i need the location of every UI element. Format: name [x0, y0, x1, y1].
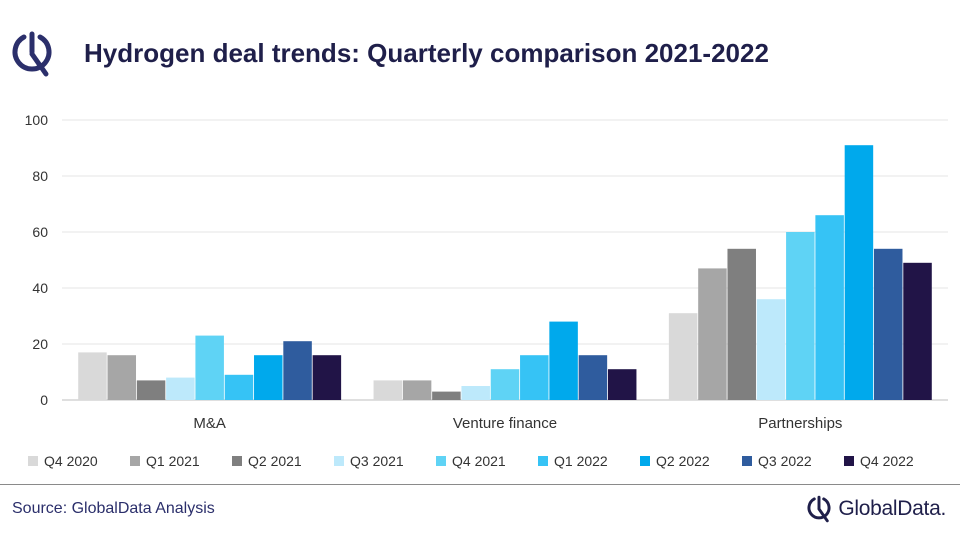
title-row: Hydrogen deal trends: Quarterly comparis…: [0, 0, 960, 100]
bar: [432, 391, 461, 400]
legend-swatch: [640, 456, 650, 466]
legend-swatch: [844, 456, 854, 466]
bar: [461, 386, 490, 400]
legend-swatch: [436, 456, 446, 466]
legend-item: Q2 2022: [640, 451, 710, 471]
legend-swatch: [232, 456, 242, 466]
bar: [107, 355, 137, 400]
legend-item: Q1 2021: [130, 451, 200, 471]
x-category-label: M&A: [193, 415, 226, 432]
legend-label: Q4 2022: [860, 453, 914, 469]
bar: [903, 262, 932, 400]
y-tick-label: 40: [32, 280, 48, 296]
globaldata-logo-icon: [12, 31, 52, 77]
legend-swatch: [130, 456, 140, 466]
bar: [254, 355, 283, 400]
chart-title: Hydrogen deal trends: Quarterly comparis…: [84, 38, 769, 68]
legend-swatch: [742, 456, 752, 466]
y-tick-label: 80: [32, 168, 48, 184]
y-tick-label: 0: [40, 392, 48, 408]
bar: [373, 380, 403, 400]
y-tick-label: 100: [25, 112, 49, 128]
bar: [402, 380, 432, 400]
legend-label: Q2 2021: [248, 453, 302, 469]
bar: [578, 355, 608, 400]
legend-item: Q2 2021: [232, 451, 302, 471]
bar: [786, 232, 815, 400]
legend-item: Q1 2022: [538, 451, 608, 471]
bar: [756, 299, 786, 400]
legend-swatch: [334, 456, 344, 466]
bar: [312, 355, 342, 400]
bar: [166, 377, 195, 400]
bar: [549, 321, 578, 400]
legend-item: Q3 2021: [334, 451, 404, 471]
legend-swatch: [28, 456, 38, 466]
brand: GlobalData.: [806, 492, 946, 526]
brand-name: GlobalData.: [838, 497, 946, 520]
legend-item: Q4 2022: [844, 451, 914, 471]
legend-label: Q1 2021: [146, 453, 200, 469]
chart-legend: Q4 2020 Q1 2021 Q2 2021 Q3 2021 Q4 2021 Q1 20…: [28, 451, 948, 471]
bar: [727, 248, 756, 400]
globaldata-brand-icon: [807, 495, 831, 523]
legend-item: Q3 2022: [742, 451, 812, 471]
bar: [78, 352, 107, 400]
bar-chart: 0 20 40 60 80 100 M&A Venture finance Partnershi…: [25, 112, 948, 432]
bar: [607, 369, 637, 400]
legend-label: Q1 2022: [554, 453, 608, 469]
bar: [520, 355, 549, 400]
x-category-label: Venture finance: [453, 415, 557, 432]
legend-item: Q4 2020: [28, 451, 98, 471]
legend-item: Q4 2021: [436, 451, 506, 471]
footer-divider: [0, 484, 960, 485]
bar: [136, 380, 166, 400]
bar: [815, 215, 844, 400]
bar: [873, 248, 903, 400]
source-note: Source: GlobalData Analysis: [12, 500, 215, 517]
legend-label: Q4 2020: [44, 453, 98, 469]
legend-swatch: [538, 456, 548, 466]
bar: [195, 335, 224, 400]
bar: [844, 145, 874, 400]
y-tick-label: 60: [32, 224, 48, 240]
x-category-label: Partnerships: [758, 415, 842, 432]
legend-label: Q3 2022: [758, 453, 812, 469]
legend-label: Q3 2021: [350, 453, 404, 469]
bar: [698, 268, 727, 400]
bar: [283, 341, 312, 400]
legend-label: Q4 2021: [452, 453, 506, 469]
bar: [668, 313, 698, 400]
bar: [224, 374, 254, 400]
bar: [490, 369, 520, 400]
legend-label: Q2 2022: [656, 453, 710, 469]
y-tick-label: 20: [32, 336, 48, 352]
